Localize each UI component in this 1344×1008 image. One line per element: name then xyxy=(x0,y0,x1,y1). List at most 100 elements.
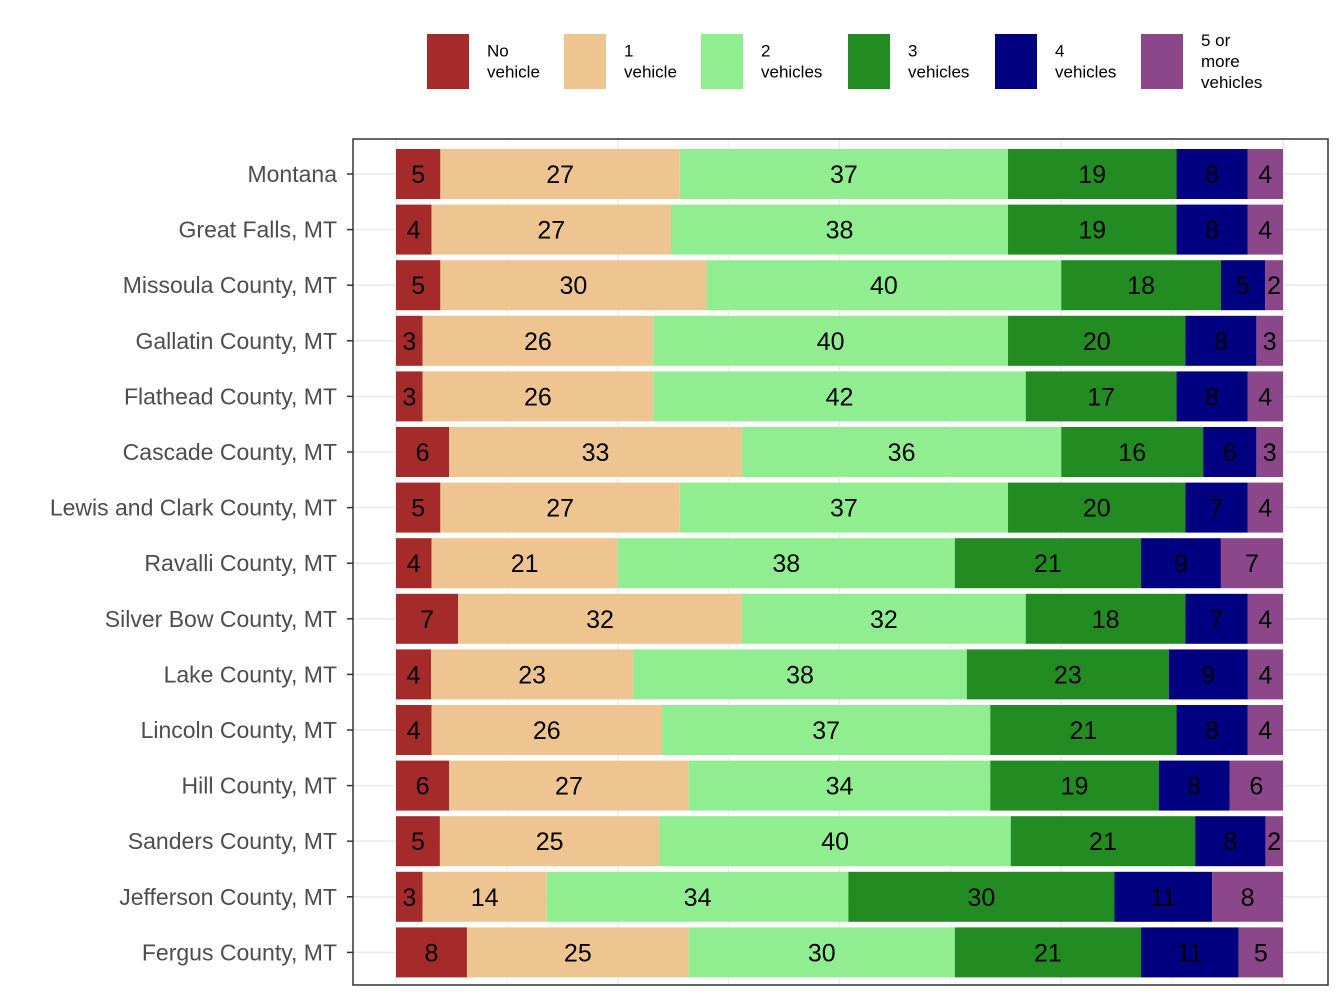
data-label: 6 xyxy=(416,773,430,801)
data-label: 27 xyxy=(546,161,574,189)
bar-segment xyxy=(1265,260,1283,311)
bar-segment xyxy=(1220,538,1283,589)
category-label: Flathead County, MT xyxy=(124,383,337,409)
bar-segment xyxy=(396,705,432,755)
bar-segment xyxy=(422,315,654,366)
data-label: 8 xyxy=(1205,717,1219,745)
bar-segment xyxy=(431,204,671,255)
bar-segment xyxy=(396,593,459,644)
bar-segment xyxy=(396,427,450,477)
category-label: Hill County, MT xyxy=(182,773,338,799)
bar-segment xyxy=(1008,149,1177,199)
bar-segment xyxy=(449,760,689,811)
data-label: 19 xyxy=(1078,161,1106,189)
bar-segment xyxy=(396,149,441,199)
bar-segment xyxy=(396,927,467,978)
bar-segment xyxy=(1176,371,1248,422)
category-label: Great Falls, MT xyxy=(179,217,337,243)
category-label: Gallatin County, MT xyxy=(135,328,337,354)
legend-key xyxy=(427,34,469,89)
bar-segment xyxy=(396,204,432,255)
value-labels: 5 27 37 19 8 44 27 38 19 8 45 30 40 18 5 23 26 40 20 8 33 26 4… xyxy=(402,161,1281,967)
bar-segment xyxy=(1229,760,1283,811)
data-label: 6 xyxy=(416,439,430,467)
bar-segment xyxy=(1247,649,1283,700)
bar-segment xyxy=(1256,427,1283,477)
data-label: 5 xyxy=(411,495,425,523)
data-label: 6 xyxy=(1223,439,1237,467)
data-label: 8 xyxy=(1241,884,1255,912)
bar-segment xyxy=(1256,315,1283,366)
legend-key xyxy=(995,34,1037,89)
bar-segment xyxy=(1061,260,1221,311)
data-label: 2 xyxy=(1267,272,1281,300)
bar-segment xyxy=(659,816,1011,867)
bar-segment xyxy=(396,816,440,867)
data-label: 3 xyxy=(1263,328,1277,356)
data-label: 4 xyxy=(1258,495,1272,523)
bar-segment xyxy=(990,705,1177,755)
data-label: 4 xyxy=(407,661,421,689)
data-label: 3 xyxy=(402,328,416,356)
legend-label: 3 vehicles xyxy=(908,42,969,82)
bar-segment xyxy=(1061,427,1204,477)
bar-segment xyxy=(706,260,1062,311)
data-label: 38 xyxy=(772,550,800,578)
data-label: 16 xyxy=(1118,439,1146,467)
bar-segment xyxy=(439,816,660,867)
bar-segment xyxy=(440,260,707,311)
data-label: 32 xyxy=(870,606,898,634)
data-label: 21 xyxy=(1070,717,1098,745)
bar-segment xyxy=(741,593,1026,644)
data-label: 4 xyxy=(1258,606,1272,634)
data-label: 19 xyxy=(1061,773,1089,801)
data-label: 21 xyxy=(1034,939,1062,967)
bar-segment xyxy=(1168,649,1248,700)
bar-segment xyxy=(954,538,1142,589)
bar-segment xyxy=(1238,927,1283,978)
bar-segment xyxy=(653,371,1026,422)
data-label: 8 xyxy=(1214,328,1228,356)
data-label: 30 xyxy=(808,939,836,967)
legend-label: 5 or more vehicles xyxy=(1201,31,1262,92)
data-label: 21 xyxy=(1034,550,1062,578)
data-label: 2 xyxy=(1267,828,1281,856)
data-label: 8 xyxy=(1205,217,1219,245)
legend-key xyxy=(848,34,890,89)
legend-key xyxy=(1141,34,1183,89)
data-label: 38 xyxy=(826,217,854,245)
category-label: Lewis and Clark County, MT xyxy=(50,495,337,521)
bar-segment xyxy=(990,760,1159,811)
data-label: 33 xyxy=(582,439,610,467)
legend-label: 1 vehicle xyxy=(624,42,677,82)
data-label: 7 xyxy=(1210,606,1224,634)
data-label: 9 xyxy=(1174,550,1188,578)
data-label: 32 xyxy=(586,606,614,634)
bar-segment xyxy=(396,649,432,700)
bar-segment xyxy=(396,482,441,533)
data-label: 8 xyxy=(425,939,439,967)
category-label: Lake County, MT xyxy=(164,661,337,687)
data-label: 4 xyxy=(1258,661,1272,689)
data-label: 11 xyxy=(1177,939,1203,967)
bar-segment xyxy=(662,705,991,755)
data-label: 7 xyxy=(1245,550,1259,578)
panel-border xyxy=(352,138,1329,986)
data-label: 25 xyxy=(564,939,592,967)
data-label: 9 xyxy=(1201,661,1215,689)
bar-segment xyxy=(440,149,680,199)
data-label: 4 xyxy=(407,217,421,245)
bar-segment xyxy=(1265,816,1283,867)
bar-segment xyxy=(679,482,1009,533)
bar-segment xyxy=(1176,149,1248,199)
data-label: 7 xyxy=(420,606,434,634)
bar-segment xyxy=(1247,204,1283,255)
data-label: 37 xyxy=(830,161,858,189)
bar-segment xyxy=(396,760,450,811)
bars xyxy=(396,149,1283,978)
bar-segment xyxy=(449,427,742,477)
data-label: 3 xyxy=(1263,439,1277,467)
data-label: 3 xyxy=(402,884,416,912)
bar-segment xyxy=(1114,871,1213,922)
